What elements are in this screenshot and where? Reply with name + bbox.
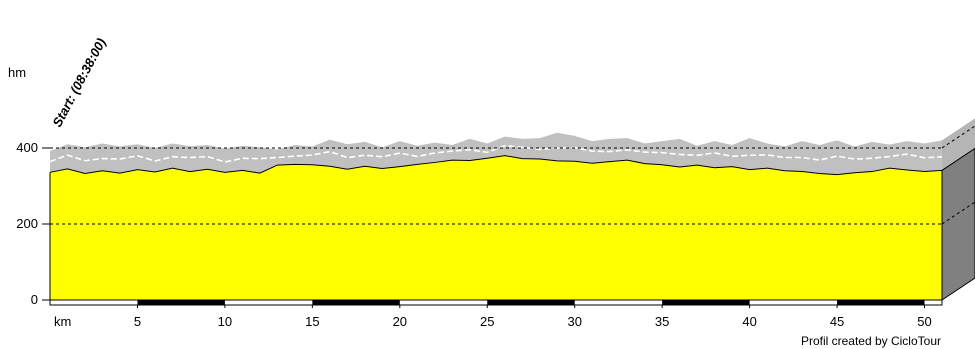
x-tick-label-40: 40 [742, 314, 756, 329]
gridline-depth-200 [941, 201, 975, 225]
background-band-layer [49, 132, 943, 175]
x-axis-segment-45 [837, 300, 925, 305]
y-tick-label-0: 0 [31, 292, 38, 307]
y-tick-label-400: 400 [16, 140, 38, 155]
gridlines-layer [50, 125, 975, 225]
x-tick-label-5: 5 [134, 314, 141, 329]
y-tick-label-200: 200 [16, 216, 38, 231]
background-band-highlight [49, 144, 943, 163]
x-axis-unit-label: km [54, 314, 71, 329]
x-axis: 5 10 15 20 25 30 35 40 45 50 [49, 299, 943, 329]
x-axis-segment-15 [312, 300, 400, 305]
x-tick-label-50: 50 [917, 314, 931, 329]
profile-3d-faces [941, 118, 975, 301]
x-tick-label-20: 20 [393, 314, 407, 329]
x-axis-segment-35 [662, 300, 750, 305]
x-tick-label-45: 45 [830, 314, 844, 329]
background-band [50, 132, 942, 175]
side-face-top-edge [941, 148, 975, 171]
elevation-area-layer [49, 155, 943, 300]
x-tick-label-25: 25 [480, 314, 494, 329]
credit-text: Profil created by CicloTour [801, 334, 941, 348]
profile-top-face [942, 118, 975, 171]
x-tick-label-35: 35 [655, 314, 669, 329]
gridline-depth-400 [941, 125, 975, 149]
x-tick-label-15: 15 [305, 314, 319, 329]
profile-side-face [942, 148, 975, 300]
elevation-line [49, 155, 943, 176]
y-axis-unit-label: hm [8, 65, 26, 80]
x-axis-segment-5 [137, 300, 225, 305]
x-axis-segment-25 [487, 300, 575, 305]
x-tick-label-10: 10 [218, 314, 232, 329]
y-axis: 0 200 400 [16, 140, 50, 307]
start-time-label: Start: (08:38:00) [49, 36, 108, 130]
elevation-area [50, 155, 942, 300]
x-tick-label-30: 30 [567, 314, 581, 329]
side-face-bottom-edge [941, 277, 975, 301]
